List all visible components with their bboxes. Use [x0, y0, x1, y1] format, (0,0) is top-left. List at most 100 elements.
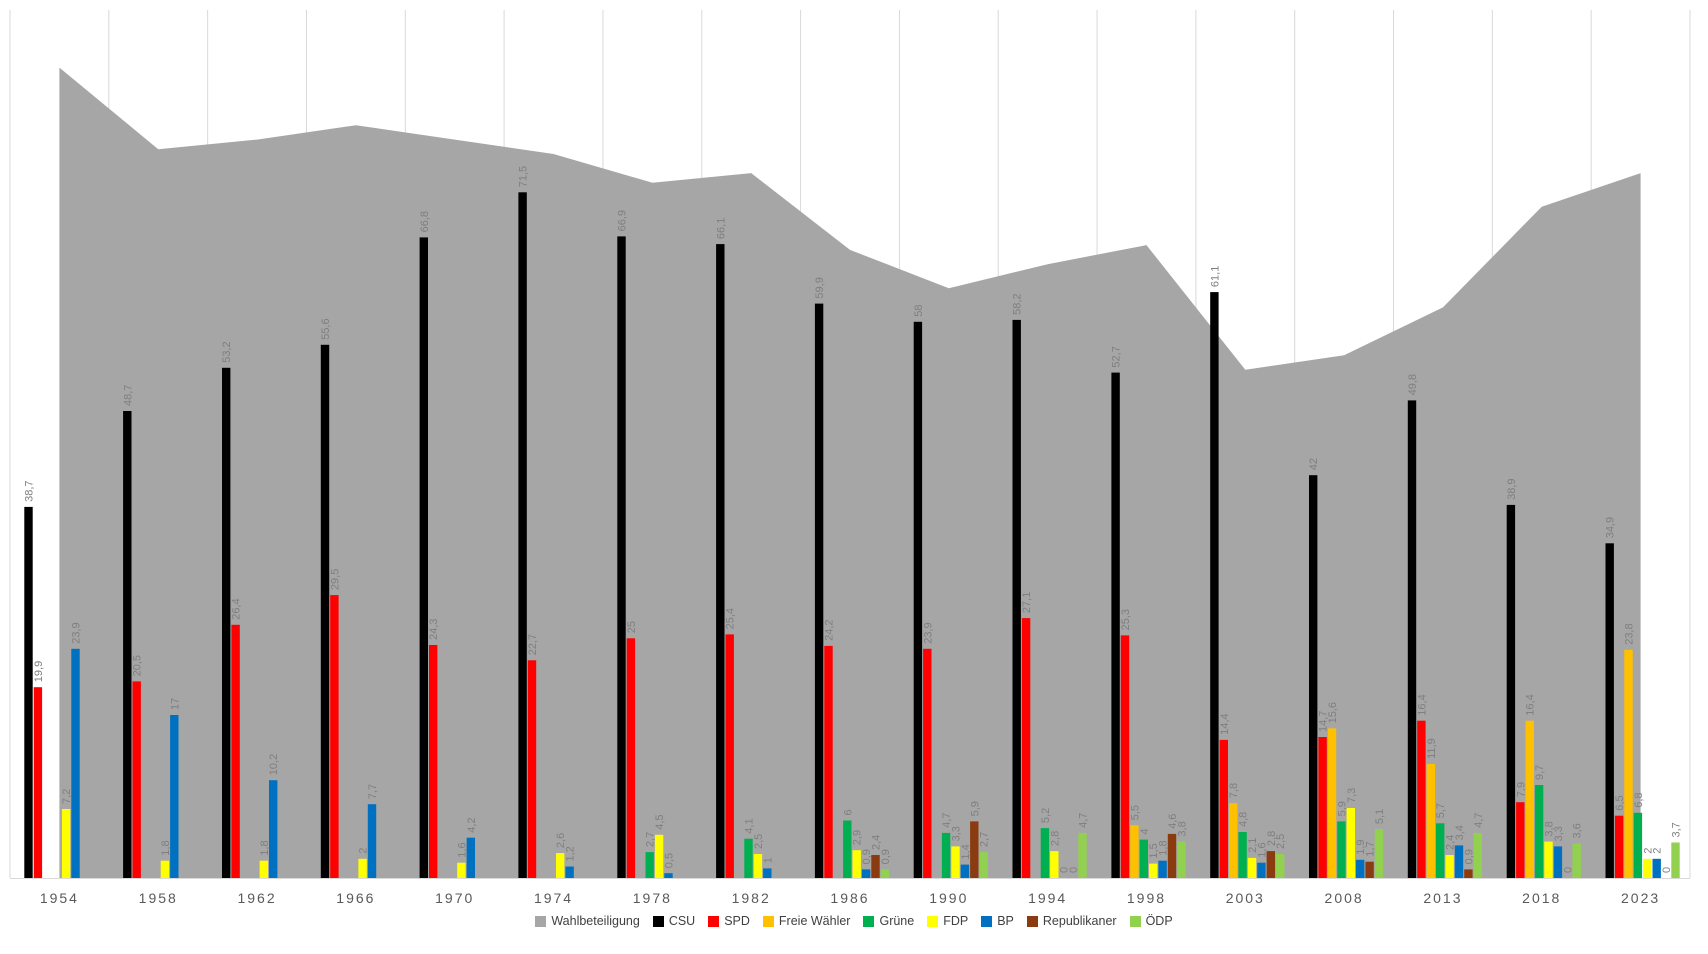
value-label-freie-w-hler-2008: 15,6 [1327, 702, 1339, 723]
bar-gr-ne-1986 [843, 820, 852, 878]
value-label-fdp-1982: 2,5 [753, 834, 765, 849]
value-label-csu-1982: 66,1 [715, 218, 727, 239]
value-label-bp-1954: 23,9 [71, 622, 83, 643]
value-label-bp-2018: 3,3 [1553, 826, 1565, 841]
value-label-csu-2018: 38,9 [1506, 478, 1518, 499]
bar--dp-1998 [1177, 841, 1186, 878]
value-label--dp-1986: 0,9 [880, 849, 892, 864]
chart-legend: Wahlbeteiligung CSU SPD Freie Wähler Grüne FD… [0, 914, 1708, 928]
value-label-gr-ne-1982: 4,1 [744, 818, 756, 833]
bar-fdp-1994 [1050, 851, 1059, 878]
value-label-spd-1958: 20,5 [132, 655, 144, 676]
value-label-republikaner-1986: 2,4 [871, 835, 883, 850]
value-label-republikaner-2023: 0 [1661, 867, 1673, 873]
value-label-bp-1974: 1,2 [565, 846, 577, 861]
bar-csu-1958 [123, 411, 132, 878]
bar--dp-2003 [1276, 854, 1285, 878]
x-axis-label-1998: 1998 [1127, 890, 1166, 906]
value-label-freie-w-hler-2003: 7,8 [1228, 783, 1240, 798]
value-label-republikaner-2008: 1,7 [1365, 841, 1377, 856]
bar-gr-ne-2008 [1337, 821, 1346, 878]
bar-bp-2003 [1257, 862, 1266, 878]
bar-bp-2023 [1652, 858, 1661, 878]
value-label-bp-1982: 1 [762, 857, 774, 863]
value-label-spd-1966: 29,5 [329, 569, 341, 590]
bar-fdp-1990 [951, 846, 960, 878]
legend-label: Republikaner [1042, 914, 1117, 928]
bar-csu-1954 [24, 506, 33, 878]
value-label-fdp-1970: 1,6 [456, 842, 468, 857]
legend-item-spd: SPD [708, 914, 750, 928]
bar-spd-1982 [725, 634, 734, 878]
bar-fdp-1998 [1149, 863, 1158, 878]
value-label-fdp-1990: 3,3 [951, 826, 963, 841]
x-axis-label-2003: 2003 [1226, 890, 1265, 906]
value-label-fdp-2013: 2,4 [1445, 835, 1457, 850]
legend-swatch-icon [1026, 915, 1038, 927]
value-label-fdp-1954: 7,2 [61, 789, 73, 804]
bar-freie-w-hler-2008 [1327, 728, 1337, 878]
value-label-spd-1982: 25,4 [725, 608, 737, 629]
bar-spd-2003 [1219, 739, 1228, 878]
value-label-spd-2003: 14,4 [1219, 713, 1231, 734]
bar-freie-w-hler-2018 [1525, 720, 1534, 878]
bar--dp-1994 [1078, 832, 1087, 878]
bar-freie-w-hler-2003 [1229, 803, 1238, 878]
value-label-republikaner-2013: 0,9 [1463, 849, 1475, 864]
bar-bp-1962 [269, 780, 278, 878]
value-label-fdp-1998: 1,5 [1148, 843, 1160, 858]
bar-csu-1994 [1012, 319, 1021, 878]
value-label-spd-1986: 24,2 [824, 619, 836, 640]
bar--dp-1986 [880, 869, 890, 878]
bar-csu-1974 [518, 192, 527, 879]
bar-csu-2018 [1506, 504, 1516, 878]
legend-item-wahlbeteiligung: Wahlbeteiligung [535, 914, 640, 928]
value-label-spd-1962: 26,4 [231, 598, 243, 619]
bar--dp-2018 [1572, 843, 1581, 878]
bar-gr-ne-1978 [645, 852, 654, 878]
value-label-republikaner-1998: 4,6 [1167, 814, 1179, 829]
legend-label: CSU [668, 914, 696, 928]
value-label-csu-2008: 42 [1308, 458, 1320, 470]
bar-spd-1962 [231, 624, 240, 878]
legend-label: Freie Wähler [778, 914, 851, 928]
bar-spd-1990 [923, 648, 932, 878]
bar-bp-1970 [466, 837, 475, 878]
value-label-gr-ne-1990: 4,7 [941, 813, 953, 828]
bar-fdp-1962 [259, 860, 268, 878]
bar-gr-ne-1994 [1040, 828, 1050, 878]
bar-bp-1986 [861, 869, 871, 878]
value-label-csu-2013: 49,8 [1407, 374, 1419, 395]
bar-freie-w-hler-2023 [1624, 649, 1633, 878]
bar--dp-2008 [1374, 829, 1384, 878]
bar-republikaner-1998 [1167, 833, 1177, 878]
value-label-csu-1966: 55,6 [320, 318, 332, 339]
legend-swatch-icon [1129, 915, 1141, 927]
legend-item--dp: ÖDP [1129, 914, 1173, 928]
legend-item-bp: BP [981, 914, 1014, 928]
bar-csu-1970 [419, 237, 428, 878]
bar-spd-2008 [1318, 737, 1327, 878]
legend-label: SPD [724, 914, 750, 928]
value-label-csu-1970: 66,8 [419, 211, 431, 232]
x-axis-label-1978: 1978 [633, 890, 672, 906]
value-label-gr-ne-1998: 4 [1139, 828, 1151, 834]
bar-spd-1986 [824, 645, 833, 878]
value-label-csu-1994: 58,2 [1012, 293, 1024, 314]
value-label-freie-w-hler-2013: 11,9 [1426, 738, 1438, 759]
value-label--dp-2013: 4,7 [1473, 813, 1485, 828]
bar-fdp-1974 [556, 853, 565, 878]
bar-republikaner-2013 [1464, 869, 1473, 878]
bar-gr-ne-2018 [1534, 785, 1544, 878]
value-label-bp-1990: 1,4 [960, 844, 972, 859]
legend-label: FDP [943, 914, 969, 928]
bar-gr-ne-2023 [1633, 812, 1643, 878]
value-label-bp-1998: 1,8 [1158, 840, 1170, 855]
value-label--dp-2008: 5,1 [1374, 809, 1386, 824]
value-label--dp-1990: 2,7 [979, 832, 991, 847]
legend-label: Wahlbeteiligung [551, 914, 640, 928]
value-label-csu-1974: 71,5 [518, 166, 530, 187]
legend-swatch-icon [863, 915, 875, 927]
bar-freie-w-hler-2013 [1426, 763, 1435, 878]
x-axis-label-1970: 1970 [435, 890, 474, 906]
